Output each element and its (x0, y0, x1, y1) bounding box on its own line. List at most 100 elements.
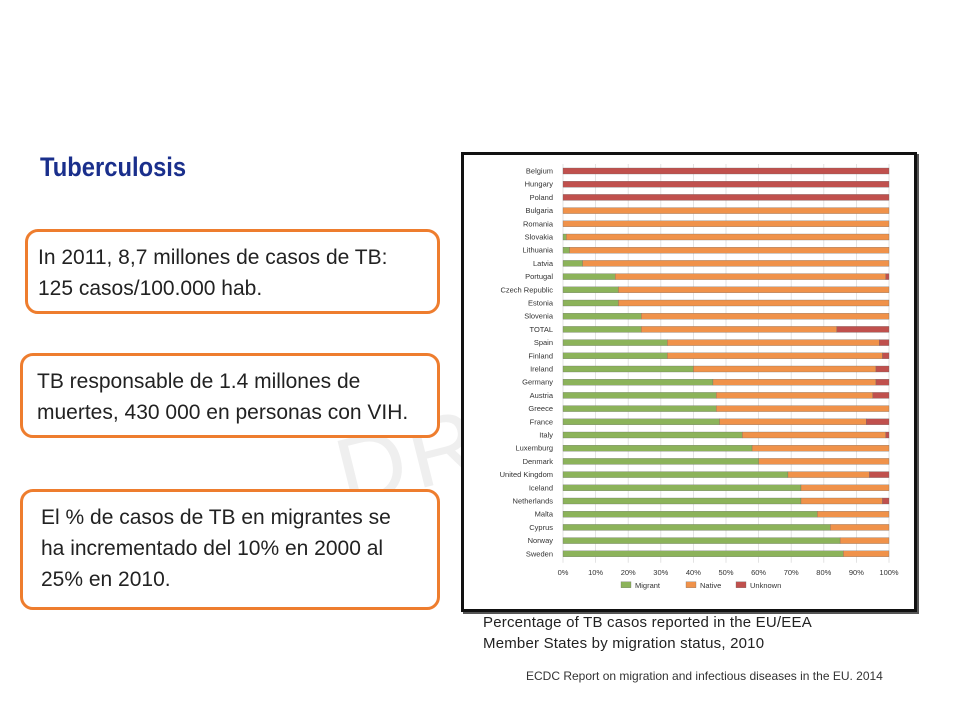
x-tick-label: 10% (588, 568, 603, 577)
fact-text-line: muertes, 430 000 en personas con VIH. (37, 401, 409, 424)
category-label: Spain (534, 338, 553, 347)
category-label: Germany (522, 378, 553, 387)
legend-swatch (685, 581, 697, 588)
category-label: Ireland (530, 365, 553, 374)
category-label: Lithuania (523, 246, 554, 255)
category-label: Denmark (523, 457, 554, 466)
legend-label: Native (700, 581, 721, 590)
bar-segment-migrant (562, 392, 717, 399)
fact-text-line: In 2011, 8,7 millones de casos de TB: (38, 246, 388, 269)
fact-box-deaths: TB responsable de 1.4 millones de muerte… (20, 353, 440, 438)
bar-segment-migrant (562, 365, 694, 373)
x-tick-label: 70% (784, 568, 799, 577)
legend-label: Migrant (635, 581, 661, 590)
bar-segment-unknown (875, 379, 890, 386)
fact-text-line: TB responsable de 1.4 millones de (37, 370, 361, 393)
bar-segment-native (719, 418, 867, 425)
bar-segment-migrant (562, 550, 844, 557)
category-label: United Kingdom (500, 470, 553, 479)
bar-segment-native (566, 233, 890, 241)
bar-segment-unknown (562, 167, 890, 175)
category-label: Greece (528, 404, 553, 413)
bar-segment-unknown (885, 431, 890, 439)
bar-segment-migrant (562, 299, 619, 307)
bar-segment-migrant (562, 352, 668, 359)
bar-segment-migrant (562, 511, 818, 518)
bar-segment-unknown (879, 339, 890, 346)
category-label: Finland (528, 351, 553, 360)
bar-segment-unknown (875, 365, 890, 373)
category-label: Sweden (526, 549, 553, 558)
page-title: Tuberculosis (40, 152, 187, 182)
caption-line: Member States by migration status, 2010 (483, 635, 765, 652)
x-tick-label: 60% (751, 568, 766, 577)
bar-segment-native (712, 379, 877, 386)
bar-segment-native (800, 484, 890, 491)
category-label: Luxemburg (515, 444, 553, 453)
stacked-bar-chart: Belgium Hungary Poland Bulgaria Romania Slova… (500, 164, 899, 590)
x-tick-label: 40% (686, 568, 701, 577)
bar-segment-native (562, 220, 890, 227)
bar-segment-migrant (562, 326, 642, 333)
fact-box-cases: In 2011, 8,7 millones de casos de TB: 12… (25, 229, 440, 314)
bar-segment-migrant (562, 247, 570, 254)
category-label: Estonia (528, 299, 554, 308)
bar-segment-migrant (562, 379, 714, 386)
bar-segment-migrant (562, 273, 616, 280)
category-label: Norway (528, 536, 554, 545)
bar-segment-native (787, 471, 870, 478)
bar-segment-unknown (882, 497, 890, 505)
category-label: Cyprus (529, 523, 553, 532)
category-label: Czech Republic (500, 285, 553, 294)
bar-segment-migrant (562, 260, 583, 267)
bar-segment-native (751, 445, 890, 452)
bar-segment-native (569, 247, 890, 254)
bar-segment-migrant (562, 431, 743, 439)
category-label: Hungary (525, 180, 554, 189)
bar-segment-native (800, 497, 883, 505)
category-label: Portugal (525, 272, 553, 281)
caption-line: Percentage of TB casos reported in the E… (483, 614, 812, 631)
bar-segment-native (830, 524, 890, 531)
bar-segment-migrant (562, 233, 567, 241)
bar-segment-native (615, 273, 886, 280)
chart-caption: Percentage of TB casos reported in the E… (483, 612, 812, 654)
bar-segment-native (716, 392, 873, 399)
bar-segment-native (843, 550, 890, 557)
bar-segment-native (582, 260, 890, 267)
category-label: Slovakia (525, 233, 554, 242)
bar-segment-migrant (562, 497, 802, 505)
category-label: Bulgaria (525, 206, 553, 215)
bar-segment-native (641, 313, 890, 320)
fact-text-line: 25% en 2010. (41, 568, 171, 591)
chart-frame: Belgium Hungary Poland Bulgaria Romania Slova… (461, 152, 917, 612)
bar-segment-migrant (562, 458, 759, 465)
bar-segment-native (716, 405, 890, 412)
bar-segment-native (758, 458, 890, 465)
bar-segment-unknown (872, 392, 890, 399)
bar-segment-migrant (562, 524, 831, 531)
bar-segment-migrant (562, 418, 720, 425)
category-label: Latvia (533, 259, 554, 268)
category-label: Poland (530, 193, 553, 202)
x-tick-label: 80% (816, 568, 831, 577)
bar-segment-native (693, 365, 877, 373)
category-label: Iceland (529, 483, 553, 492)
bar-segment-migrant (562, 405, 717, 412)
fact-text-line: 125 casos/100.000 hab. (38, 277, 263, 300)
category-label: Slovenia (524, 312, 554, 321)
x-tick-label: 100% (879, 568, 899, 577)
bar-segment-migrant (562, 286, 619, 293)
source-citation: ECDC Report on migration and infectious … (526, 669, 883, 683)
bar-segment-migrant (562, 445, 753, 452)
bar-segment-unknown (562, 181, 890, 188)
fact-box-migrants: El % de casos de TB en migrantes se ha i… (20, 489, 440, 610)
bar-segment-unknown (562, 194, 890, 201)
category-label: Belgium (526, 167, 553, 176)
bar-segment-unknown (866, 418, 890, 425)
bar-segment-unknown (885, 273, 890, 280)
category-label: TOTAL (530, 325, 553, 334)
category-label: Austria (530, 391, 554, 400)
legend-swatch (620, 581, 632, 588)
bar-segment-migrant (562, 537, 841, 544)
